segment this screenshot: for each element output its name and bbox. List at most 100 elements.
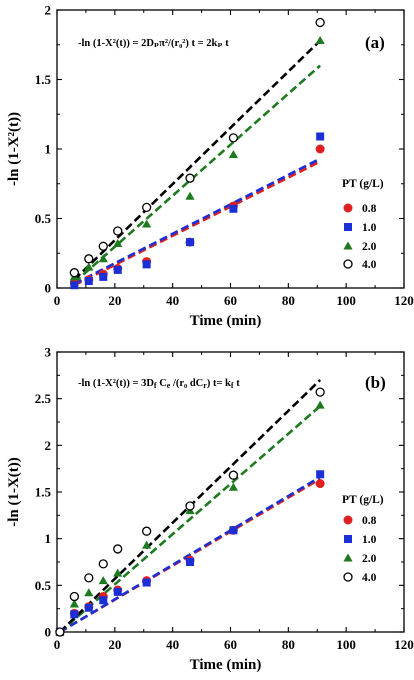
equation-annotation: -ln (1-X²(t)) = 2Dₚπ²/(r₀²) t = 2kₚ t xyxy=(78,38,229,49)
series-4.0 xyxy=(69,17,325,278)
equation-annotation: -ln (1-X²(t)) = 3Df​ Ce​ /(r₀ dCr​) t= k… xyxy=(78,378,240,390)
legend-label: 2.0 xyxy=(362,553,377,565)
legend-title: PT (g/L) xyxy=(342,494,384,506)
marker-open-circle xyxy=(69,591,79,602)
series-4.0 xyxy=(55,387,325,637)
x-tick-label: 100 xyxy=(336,293,356,308)
text-span: /(r₀ dC xyxy=(170,378,203,389)
x-axis-label: Time (min) xyxy=(190,657,262,673)
marker-square xyxy=(316,132,325,141)
marker-open-circle xyxy=(185,501,195,511)
marker-square xyxy=(186,558,195,566)
legend-label: 0.8 xyxy=(362,203,377,215)
marker-triangle xyxy=(315,35,325,45)
marker-open-circle xyxy=(185,173,195,183)
marker-triangle xyxy=(69,599,79,608)
marker-triangle xyxy=(228,482,238,491)
marker-open-circle xyxy=(343,259,353,269)
chart-panel-a: 0 20 40 60 80 100 120 0 0.5 1 1.5 2 Time (min) -ln (1… xyxy=(6,3,414,330)
y-tick-label: 2 xyxy=(45,438,52,453)
marker-square xyxy=(142,260,151,269)
fit-line-1.0 xyxy=(73,157,321,285)
x-tick-label: 120 xyxy=(394,637,414,652)
marker-open-circle xyxy=(315,17,325,28)
x-tick-label: 0 xyxy=(54,637,61,652)
y-tick-label: 0 xyxy=(45,281,52,296)
x-tick-label: 40 xyxy=(166,293,179,308)
marker-square xyxy=(70,281,79,290)
fit-line-2.0 xyxy=(73,64,322,284)
marker-triangle xyxy=(228,149,238,159)
x-tick-label: 20 xyxy=(108,293,121,308)
marker-triangle xyxy=(142,219,152,228)
marker-open-circle xyxy=(84,254,94,264)
x-tick-label: 60 xyxy=(224,293,237,308)
legend-label: 2.0 xyxy=(362,241,377,253)
marker-triangle xyxy=(98,254,108,263)
marker-square xyxy=(229,204,238,213)
marker-open-circle xyxy=(228,133,239,143)
marker-square xyxy=(229,526,238,535)
x-tick-label: 80 xyxy=(282,637,295,652)
marker-square xyxy=(99,272,108,281)
y-tick-label: 0 xyxy=(45,625,52,640)
text-span: ) t= k xyxy=(207,378,231,389)
marker-triangle xyxy=(343,241,353,250)
text-span: -ln (1-X²(t)) = 3D xyxy=(78,378,154,389)
marker-open-circle xyxy=(343,572,353,582)
legend-label: 1.0 xyxy=(362,534,377,546)
fit-line-1.0 xyxy=(59,475,321,632)
x-tick-label: 60 xyxy=(224,637,237,652)
marker-square xyxy=(99,596,108,605)
legend-title: PT (g/L) xyxy=(342,178,384,190)
y-tick-label: 3 xyxy=(45,345,52,360)
y-axis-label: -ln (1-X²(t)) xyxy=(6,112,22,186)
marker-circle xyxy=(343,515,353,525)
text-span: e xyxy=(167,381,171,390)
y-tick-label: 0.5 xyxy=(35,578,52,593)
marker-open-circle xyxy=(315,387,325,397)
x-tick-label: 0 xyxy=(54,293,61,308)
marker-triangle xyxy=(98,576,108,585)
panel-label: (a) xyxy=(365,33,385,52)
marker-open-circle xyxy=(141,526,152,536)
text-span: -ln (1-X²(t)) = 2Dₚπ²/(r₀²) t = 2kₚ t xyxy=(78,38,229,49)
marker-open-circle xyxy=(113,544,123,554)
x-tick-label: 120 xyxy=(394,293,414,308)
marker-triangle xyxy=(113,238,123,247)
marker-triangle xyxy=(315,400,325,409)
marker-square xyxy=(84,603,93,612)
fit-line-0.8 xyxy=(73,160,321,287)
legend-label: 4.0 xyxy=(362,572,377,584)
marker-square xyxy=(316,470,325,479)
y-tick-label: 1 xyxy=(45,531,52,546)
y-tick-label: 1 xyxy=(45,142,52,157)
marker-open-circle xyxy=(98,241,108,251)
fit-line-2.0 xyxy=(59,405,321,632)
marker-open-circle xyxy=(84,573,94,583)
text-span: r xyxy=(203,381,207,390)
marker-circle xyxy=(315,144,325,154)
legend-label: 0.8 xyxy=(362,515,377,527)
marker-triangle xyxy=(343,553,353,562)
marker-square xyxy=(142,578,151,587)
y-tick-label: 1.5 xyxy=(35,485,52,500)
marker-square xyxy=(344,223,352,231)
text-span: f xyxy=(154,381,157,390)
marker-circle xyxy=(315,479,325,489)
x-tick-label: 80 xyxy=(282,293,295,308)
text-span: f xyxy=(231,381,234,390)
marker-open-circle xyxy=(113,226,123,236)
y-axis-label: -ln (1-X(t)) xyxy=(6,457,22,527)
legend: PT (g/L) 0.8 1.0 2.0 4.0 xyxy=(342,494,384,584)
marker-square xyxy=(186,238,195,247)
marker-triangle xyxy=(142,540,152,549)
marker-circle xyxy=(343,203,353,213)
text-span: C xyxy=(157,378,167,389)
series-1.0 xyxy=(70,132,325,290)
marker-square xyxy=(344,535,352,543)
fit-line-4.0 xyxy=(73,39,322,281)
marker-square xyxy=(70,610,79,619)
series-2.0 xyxy=(69,35,325,281)
text-span: t xyxy=(234,378,241,389)
